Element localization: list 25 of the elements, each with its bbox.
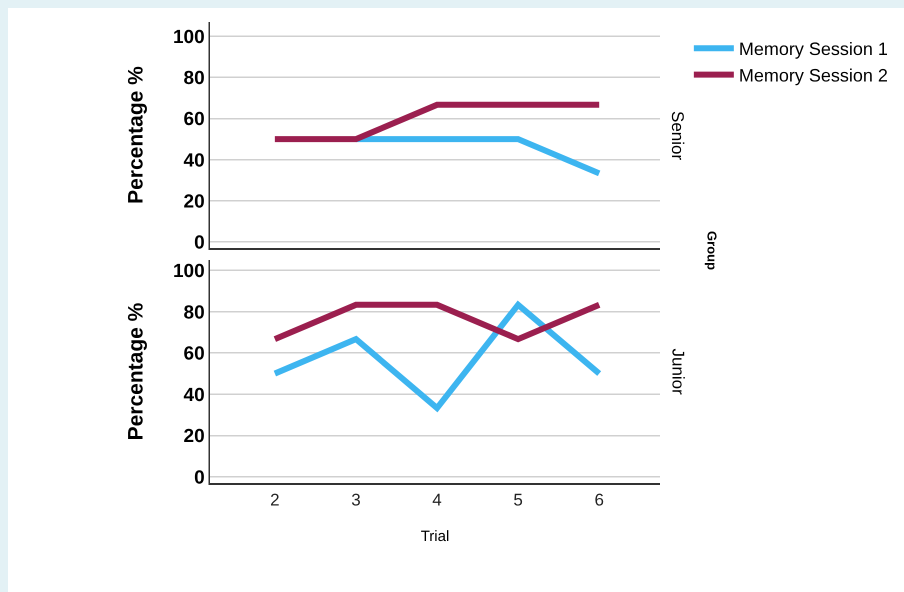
x-tick-label: 4 <box>432 490 442 510</box>
y-tick-label: 100 <box>172 260 205 282</box>
y-tick-label: 60 <box>184 109 205 130</box>
x-tick-label: 3 <box>351 490 361 510</box>
legend-label: Memory Session 2 <box>738 66 888 86</box>
y-tick-label: 40 <box>184 150 205 172</box>
y-axis-title: Percentage % <box>124 66 148 204</box>
y-tick-label: 100 <box>172 27 205 48</box>
text: Junior <box>668 348 688 396</box>
y-tick-label: 20 <box>184 191 205 212</box>
y-tick-label: 80 <box>184 302 205 324</box>
y-tick-label: 80 <box>184 68 205 90</box>
y-axis-title: Percentage % <box>124 302 148 440</box>
x-axis-title: Trial <box>420 528 450 545</box>
x-tick-label: 5 <box>513 490 523 510</box>
y-tick-label: 0 <box>194 467 205 488</box>
text: Senior <box>668 111 687 160</box>
y-tick-label: 0 <box>194 232 205 254</box>
x-tick-label: 2 <box>270 490 280 510</box>
x-tick-label: 6 <box>594 490 604 510</box>
y-tick-label: 40 <box>184 384 205 406</box>
text: Group <box>704 231 720 270</box>
y-tick-label: 60 <box>184 344 205 365</box>
legend-label: Memory Session 1 <box>738 39 888 60</box>
y-tick-label: 20 <box>184 426 205 448</box>
